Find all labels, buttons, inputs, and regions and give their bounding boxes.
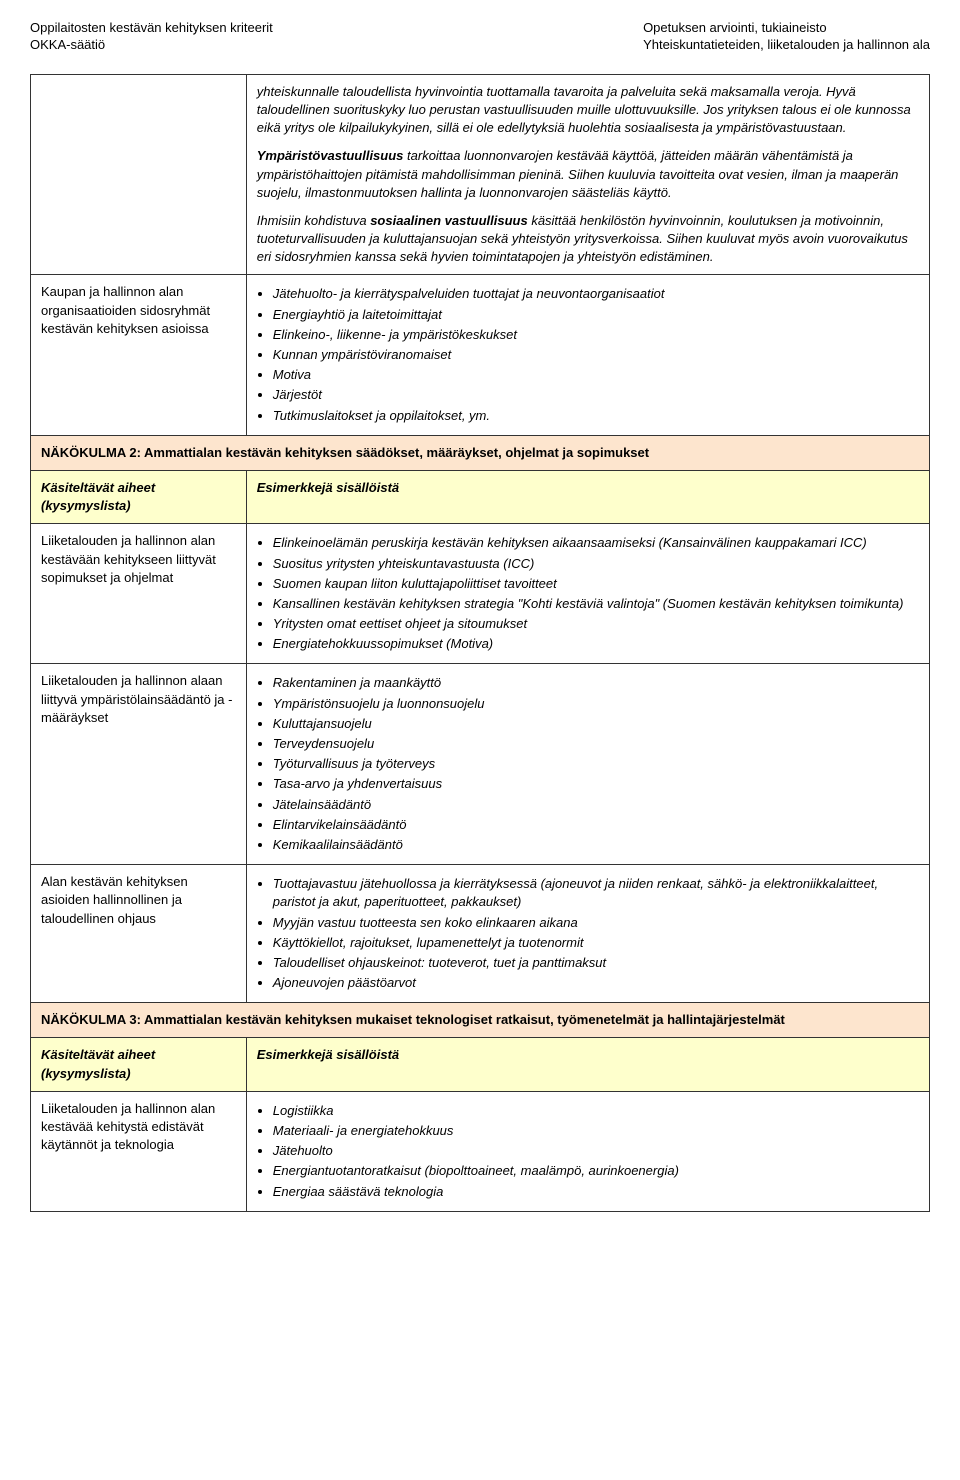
- list-item: Järjestöt: [273, 386, 919, 404]
- intro-row: yhteiskunnalle taloudellista hyvinvointi…: [31, 74, 930, 275]
- header-left-line2: OKKA-säätiö: [30, 37, 273, 54]
- sec3-col-left: Käsiteltävät aiheet (kysymyslista): [31, 1038, 247, 1091]
- list-item: Kemikaalilainsäädäntö: [273, 836, 919, 854]
- row2c-list: Tuottajavastuu jätehuollossa ja kierräty…: [257, 875, 919, 992]
- content-table: yhteiskunnalle taloudellista hyvinvointi…: [30, 74, 930, 1212]
- list-item: Ajoneuvojen päästöarvot: [273, 974, 919, 992]
- row2b-right: Rakentaminen ja maankäyttö Ympäristönsuoj…: [246, 664, 929, 865]
- row1-list: Jätehuolto- ja kierrätyspalveluiden tuot…: [257, 285, 919, 424]
- list-item: Käyttökiellot, rajoitukset, lupamenettel…: [273, 934, 919, 952]
- intro-p2: Ympäristövastuullisuus tarkoittaa luonno…: [257, 147, 919, 202]
- header-left-line1: Oppilaitosten kestävän kehityksen kritee…: [30, 20, 273, 37]
- row2c-right: Tuottajavastuu jätehuollossa ja kierräty…: [246, 865, 929, 1003]
- section3-cols: Käsiteltävät aiheet (kysymyslista) Esime…: [31, 1038, 930, 1091]
- list-item: Työturvallisuus ja työterveys: [273, 755, 919, 773]
- page-header: Oppilaitosten kestävän kehityksen kritee…: [30, 20, 930, 54]
- row2a-list: Elinkeinoelämän peruskirja kestävän kehi…: [257, 534, 919, 653]
- intro-p3-bold: sosiaalinen vastuullisuus: [370, 213, 528, 228]
- intro-p3: Ihmisiin kohdistuva sosiaalinen vastuull…: [257, 212, 919, 267]
- intro-p2-bold: Ympäristövastuullisuus: [257, 148, 404, 163]
- list-item: Energiayhtiö ja laitetoimittajat: [273, 306, 919, 324]
- sec2-col-left: Käsiteltävät aiheet (kysymyslista): [31, 470, 247, 523]
- row2a-left: Liiketalouden ja hallinnon alan kestävää…: [31, 524, 247, 664]
- list-item: Jätelainsäädäntö: [273, 796, 919, 814]
- section2-header: NÄKÖKULMA 2: Ammattialan kestävän kehity…: [31, 435, 930, 470]
- row1-left: Kaupan ja hallinnon alan organisaatioide…: [31, 275, 247, 435]
- row2a-right: Elinkeinoelämän peruskirja kestävän kehi…: [246, 524, 929, 664]
- row-sopimukset: Liiketalouden ja hallinnon alan kestävää…: [31, 524, 930, 664]
- list-item: Elinkeino-, liikenne- ja ympäristökeskuk…: [273, 326, 919, 344]
- list-item: Myyjän vastuu tuotteesta sen koko elinka…: [273, 914, 919, 932]
- intro-p1: yhteiskunnalle taloudellista hyvinvointi…: [257, 83, 919, 138]
- list-item: Yritysten omat eettiset ohjeet ja sitoum…: [273, 615, 919, 633]
- list-item: Tuottajavastuu jätehuollossa ja kierräty…: [273, 875, 919, 911]
- sec2-col-right: Esimerkkejä sisällöistä: [246, 470, 929, 523]
- list-item: Ympäristönsuojelu ja luonnonsuojelu: [273, 695, 919, 713]
- list-item: Rakentaminen ja maankäyttö: [273, 674, 919, 692]
- list-item: Suositus yritysten yhteiskuntavastuusta …: [273, 555, 919, 573]
- list-item: Energiantuotantoratkaisut (biopolttoaine…: [273, 1162, 919, 1180]
- list-item: Elintarvikelainsäädäntö: [273, 816, 919, 834]
- list-item: Kansallinen kestävän kehityksen strategi…: [273, 595, 919, 613]
- row2c-left: Alan kestävän kehityksen asioiden hallin…: [31, 865, 247, 1003]
- intro-p3-a: Ihmisiin kohdistuva: [257, 213, 370, 228]
- row3a-list: Logistiikka Materiaali- ja energiatehokku…: [257, 1102, 919, 1201]
- row1-right: Jätehuolto- ja kierrätyspalveluiden tuot…: [246, 275, 929, 435]
- row2b-left: Liiketalouden ja hallinnon alaan liittyv…: [31, 664, 247, 865]
- row-lainsaadanto: Liiketalouden ja hallinnon alaan liittyv…: [31, 664, 930, 865]
- row2b-list: Rakentaminen ja maankäyttö Ympäristönsuoj…: [257, 674, 919, 854]
- row3a-left: Liiketalouden ja hallinnon alan kestävää…: [31, 1091, 247, 1211]
- list-item: Terveydensuojelu: [273, 735, 919, 753]
- list-item: Motiva: [273, 366, 919, 384]
- row-ohjaus: Alan kestävän kehityksen asioiden hallin…: [31, 865, 930, 1003]
- list-item: Energiatehokkuussopimukset (Motiva): [273, 635, 919, 653]
- list-item: Taloudelliset ohjauskeinot: tuoteverot, …: [273, 954, 919, 972]
- header-left: Oppilaitosten kestävän kehityksen kritee…: [30, 20, 273, 54]
- header-right-line2: Yhteiskuntatieteiden, liiketalouden ja h…: [643, 37, 930, 54]
- list-item: Suomen kaupan liiton kuluttajapoliittise…: [273, 575, 919, 593]
- header-right-line1: Opetuksen arviointi, tukiaineisto: [643, 20, 930, 37]
- list-item: Kunnan ympäristöviranomaiset: [273, 346, 919, 364]
- header-right: Opetuksen arviointi, tukiaineisto Yhteis…: [643, 20, 930, 54]
- list-item: Tutkimuslaitokset ja oppilaitokset, ym.: [273, 407, 919, 425]
- row-sidosryhmat: Kaupan ja hallinnon alan organisaatioide…: [31, 275, 930, 435]
- list-item: Materiaali- ja energiatehokkuus: [273, 1122, 919, 1140]
- sec2-title: NÄKÖKULMA 2: Ammattialan kestävän kehity…: [31, 435, 930, 470]
- section2-cols: Käsiteltävät aiheet (kysymyslista) Esime…: [31, 470, 930, 523]
- section3-header: NÄKÖKULMA 3: Ammattialan kestävän kehity…: [31, 1003, 930, 1038]
- sec3-col-right: Esimerkkejä sisällöistä: [246, 1038, 929, 1091]
- list-item: Jätehuolto: [273, 1142, 919, 1160]
- row3a-right: Logistiikka Materiaali- ja energiatehokku…: [246, 1091, 929, 1211]
- list-item: Jätehuolto- ja kierrätyspalveluiden tuot…: [273, 285, 919, 303]
- list-item: Elinkeinoelämän peruskirja kestävän kehi…: [273, 534, 919, 552]
- sec3-title: NÄKÖKULMA 3: Ammattialan kestävän kehity…: [31, 1003, 930, 1038]
- list-item: Energiaa säästävä teknologia: [273, 1183, 919, 1201]
- intro-text: yhteiskunnalle taloudellista hyvinvointi…: [246, 74, 929, 275]
- list-item: Kuluttajansuojelu: [273, 715, 919, 733]
- list-item: Tasa-arvo ja yhdenvertaisuus: [273, 775, 919, 793]
- list-item: Logistiikka: [273, 1102, 919, 1120]
- row-teknologia: Liiketalouden ja hallinnon alan kestävää…: [31, 1091, 930, 1211]
- intro-left-empty: [31, 74, 247, 275]
